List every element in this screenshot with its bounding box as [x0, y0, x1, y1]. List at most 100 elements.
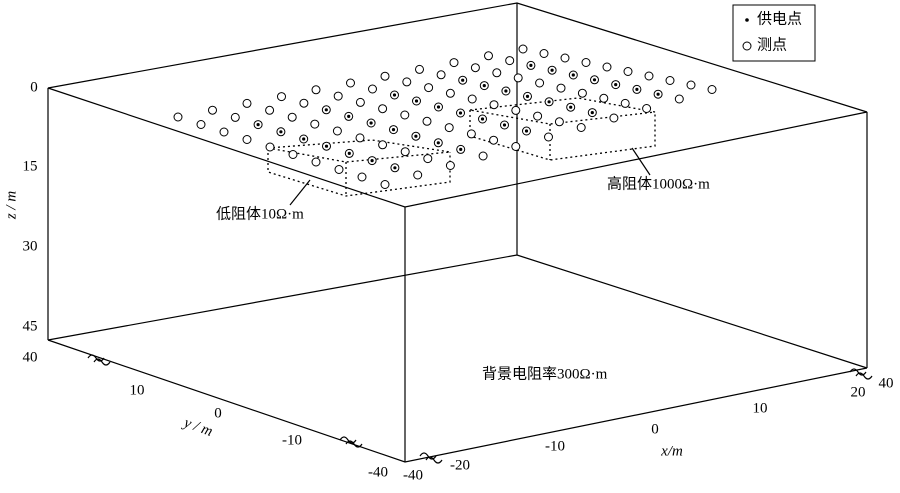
survey-point — [287, 112, 297, 122]
survey-point — [623, 67, 633, 76]
survey-point — [599, 93, 609, 103]
survey-point — [208, 105, 217, 115]
x-tick-label: -10 — [545, 438, 565, 454]
source-point — [502, 123, 507, 127]
survey-point — [478, 151, 488, 161]
source-point — [592, 78, 597, 82]
source-point — [525, 94, 530, 98]
survey-point — [423, 154, 433, 164]
survey-point — [489, 135, 499, 145]
survey-point — [277, 92, 286, 102]
survey-point — [242, 135, 252, 144]
source-point — [590, 111, 594, 115]
y-tick-label: -40 — [368, 464, 388, 480]
source-point — [547, 100, 551, 104]
axis-break — [419, 452, 443, 464]
survey-point — [422, 116, 432, 126]
survey-point — [311, 157, 321, 167]
survey-point — [265, 142, 275, 152]
survey-point — [535, 78, 545, 88]
survey-point — [544, 132, 553, 142]
blocks — [267, 97, 656, 206]
leader — [289, 179, 311, 206]
x-tick-label: 40 — [879, 375, 894, 391]
legend-box — [732, 4, 816, 62]
survey-point — [445, 161, 455, 170]
survey-point — [556, 83, 566, 93]
survey-point — [219, 127, 229, 137]
survey-point — [400, 147, 410, 157]
source-point — [302, 137, 306, 141]
survey-point — [445, 88, 455, 98]
survey-point — [333, 91, 343, 101]
source-point — [369, 121, 373, 125]
axis-break — [849, 368, 873, 380]
low-block-side — [267, 148, 451, 197]
axis-break — [339, 436, 363, 448]
survey-point — [620, 98, 630, 108]
survey-point — [355, 133, 365, 143]
z-tick-label: 45 — [23, 318, 38, 334]
survey-point — [413, 170, 423, 180]
legend: 供电点 测点 — [732, 4, 816, 62]
source-point — [459, 147, 463, 151]
survey-point — [539, 49, 549, 58]
survey-point — [492, 68, 502, 78]
x-tick-label: -40 — [403, 467, 423, 483]
source-point — [393, 166, 397, 170]
source-point — [436, 105, 441, 109]
source-point — [614, 83, 618, 87]
source-point — [436, 141, 440, 145]
legend-label: 测点 — [757, 36, 787, 53]
survey-point — [242, 98, 252, 108]
source-point — [458, 111, 463, 115]
survey-point — [707, 85, 717, 94]
source-point — [347, 151, 351, 155]
source-point — [635, 87, 639, 91]
survey-point — [489, 100, 499, 110]
source-point — [482, 84, 486, 88]
source-point — [256, 123, 260, 127]
source-point — [279, 130, 283, 134]
legend-symbol — [745, 18, 749, 22]
source-point — [524, 129, 529, 133]
source-point — [347, 114, 351, 118]
y-tick-label: 0 — [214, 405, 222, 421]
survey-point — [311, 85, 321, 95]
z-tick-label: 15 — [23, 158, 38, 174]
annotation: 高阻体1000Ω·m — [607, 175, 710, 192]
source-point — [656, 92, 660, 96]
survey-point — [609, 113, 619, 123]
source-point — [324, 108, 328, 112]
high-block-top — [469, 97, 656, 125]
survey-point — [554, 117, 564, 127]
survey-point — [511, 142, 521, 151]
x-tick-label: -20 — [450, 457, 470, 473]
survey-point — [380, 71, 390, 81]
survey-point — [467, 94, 477, 104]
survey-point — [674, 94, 684, 104]
survey-point — [378, 104, 388, 114]
survey-point — [265, 105, 275, 115]
survey-point — [380, 180, 390, 189]
z-tick-label: 30 — [23, 238, 38, 254]
axis-label: z / m — [3, 191, 19, 221]
survey-point — [576, 123, 586, 132]
axis-label: x/m — [660, 443, 683, 459]
source-point — [569, 105, 573, 109]
source-point — [324, 144, 329, 148]
survey-point — [686, 80, 696, 90]
source-point — [391, 128, 396, 132]
survey-point — [560, 53, 570, 63]
survey-point — [230, 112, 240, 122]
survey-point — [346, 78, 355, 88]
survey-point — [518, 44, 528, 54]
source-point — [414, 134, 418, 138]
legend-symbol — [742, 41, 752, 51]
survey-point — [470, 63, 480, 73]
x-tick-label: 0 — [651, 421, 659, 437]
survey-point — [368, 84, 377, 94]
survey-point — [436, 70, 446, 80]
x-tick-label: 20 — [851, 384, 866, 400]
